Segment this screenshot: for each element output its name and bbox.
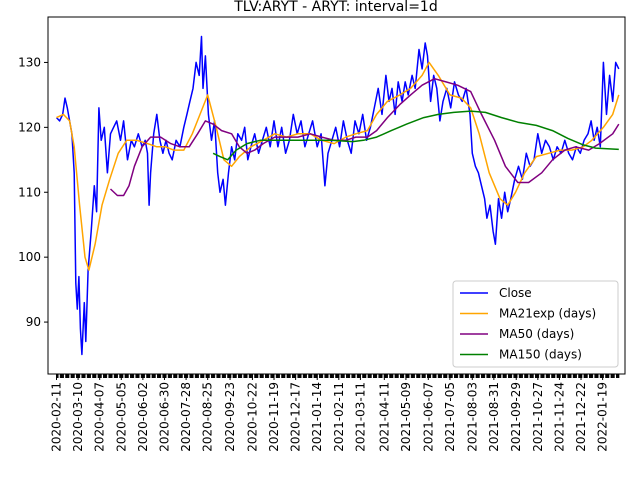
chart-title: TLV:ARYT - ARYT: interval=1d	[233, 0, 437, 15]
y-tick-label: 90	[26, 315, 41, 329]
x-tick-label: 2021-03-11	[353, 382, 367, 452]
x-tick-label: 2020-02-11	[49, 382, 63, 452]
x-tick-label: 2020-10-22	[245, 382, 259, 452]
plot-frame	[47, 16, 626, 375]
plot-area	[55, 35, 620, 356]
x-tick-label: 2020-06-30	[157, 382, 171, 452]
x-tick-label: 2020-09-23	[223, 382, 237, 452]
x-axis: 2020-02-11 2020-03-10 2020-04-07 2020-05-05…	[49, 374, 620, 452]
legend: Close MA21exp (days) MA50 (days) MA150 (day…	[452, 280, 619, 368]
y-tick-label: 120	[18, 120, 41, 134]
x-tick-label: 2020-08-25	[201, 382, 215, 452]
y-tick-label: 100	[18, 250, 41, 264]
x-tick-label: 2020-11-19	[267, 382, 281, 452]
x-tick-label: 2021-11-24	[552, 382, 566, 452]
x-tick-label: 2021-08-31	[487, 382, 501, 452]
y-axis: 90 100 110 120 130	[18, 55, 48, 329]
x-tick-label: 2020-06-02	[136, 382, 150, 452]
legend-label: Close	[499, 286, 532, 300]
x-tick-label: 2021-12-22	[574, 382, 588, 452]
x-tick-label: 2021-04-11	[377, 382, 391, 452]
x-tick-label: 2020-07-28	[179, 382, 193, 452]
x-tick-label: 2022-01-19	[596, 382, 610, 452]
x-tick-label: 2020-12-17	[289, 382, 303, 452]
x-tick-label: 2021-02-11	[332, 382, 346, 452]
x-tick-label: 2021-01-14	[310, 382, 324, 452]
x-tick-label: 2020-04-07	[93, 382, 107, 452]
y-tick-label: 110	[18, 185, 41, 199]
legend-label: MA21exp (days)	[499, 307, 596, 321]
x-tick-label: 2021-08-03	[465, 382, 479, 452]
x-tick-label: 2021-05-09	[399, 382, 413, 452]
x-tick-label: 2021-10-27	[531, 382, 545, 452]
series-line-ma150-days	[212, 110, 619, 161]
x-tick-label: 2021-07-05	[443, 382, 457, 452]
x-tick-label: 2021-09-29	[509, 382, 523, 452]
x-tick-label: 2020-05-05	[114, 382, 128, 452]
x-tick-label: 2021-06-07	[421, 382, 435, 452]
legend-label: MA150 (days)	[499, 348, 582, 362]
legend-box	[452, 280, 619, 368]
x-tick-label: 2020-03-10	[71, 382, 85, 452]
legend-label: MA50 (days)	[499, 327, 574, 341]
y-tick-label: 130	[18, 55, 41, 69]
